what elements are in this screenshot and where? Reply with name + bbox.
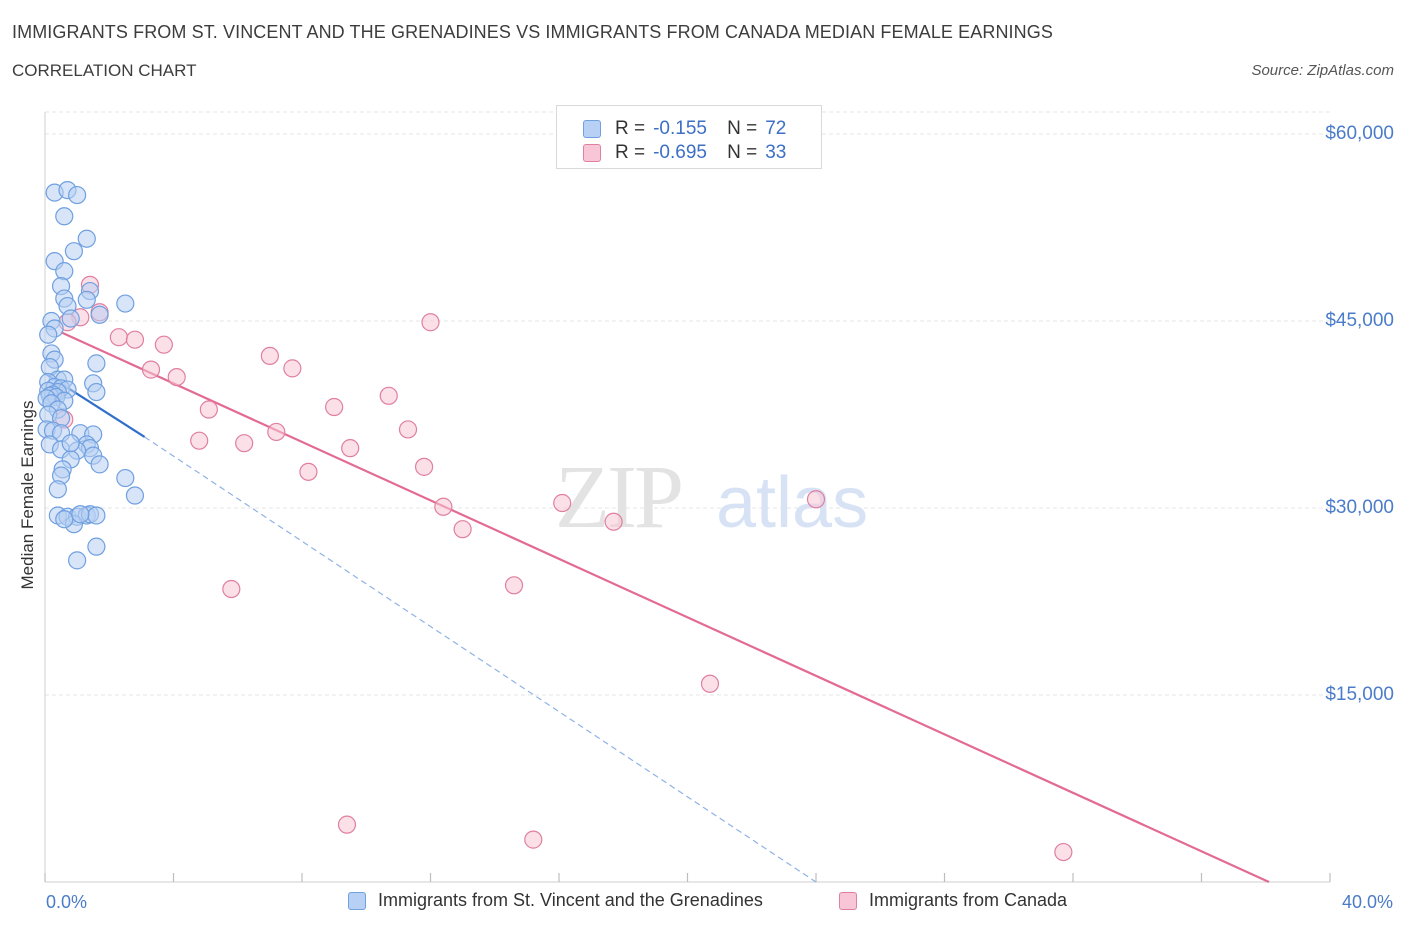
chart-subtitle: CORRELATION CHART xyxy=(12,61,197,80)
legend-n-value: 33 xyxy=(765,142,787,163)
point-canada xyxy=(283,359,302,378)
point-vincent xyxy=(68,551,87,570)
legend-r-label: R = xyxy=(615,118,646,139)
point-canada xyxy=(167,368,186,387)
point-vincent xyxy=(55,262,74,281)
point-canada xyxy=(434,497,453,516)
point-canada xyxy=(700,674,720,693)
legend-n-value: 72 xyxy=(765,118,787,139)
point-vincent xyxy=(87,506,106,525)
point-canada xyxy=(325,397,344,417)
point-canada xyxy=(109,328,128,347)
point-canada xyxy=(421,313,440,332)
point-vincent xyxy=(55,510,74,529)
point-canada xyxy=(235,434,254,453)
watermark: ZIP atlas xyxy=(555,448,868,547)
y-tick-label: $30,000 xyxy=(1325,497,1394,518)
legend-row-canada: R = -0.695 N = 33 xyxy=(583,141,786,165)
series-legend-vincent: Immigrants from St. Vincent and the Gren… xyxy=(348,890,763,911)
legend-row-vincent: R = -0.155 N = 72 xyxy=(583,117,786,141)
trend-lines xyxy=(44,331,1270,884)
point-vincent xyxy=(55,207,74,226)
point-vincent xyxy=(87,354,106,373)
point-vincent xyxy=(90,305,109,324)
chart-title: IMMIGRANTS FROM ST. VINCENT AND THE GREN… xyxy=(12,22,1053,42)
series-legend-canada: Immigrants from Canada xyxy=(839,890,1067,911)
point-vincent xyxy=(64,242,84,261)
point-vincent xyxy=(87,537,106,556)
watermark-zip: ZIP xyxy=(555,448,681,547)
point-canada xyxy=(524,830,543,849)
point-vincent xyxy=(77,229,96,248)
point-canada xyxy=(341,439,360,458)
point-vincent xyxy=(71,505,90,524)
point-canada xyxy=(222,579,241,599)
point-vincent xyxy=(68,185,87,205)
series-legend-label: Immigrants from Canada xyxy=(869,890,1068,910)
trend-extension-vincent xyxy=(144,436,817,883)
x-tick-label-max: 40.0% xyxy=(1341,892,1393,912)
legend-n-label: N = xyxy=(727,142,758,163)
point-vincent xyxy=(61,309,80,328)
correlation-legend: R = -0.155 N = 72 R = -0.695 N = 33 xyxy=(556,105,822,169)
point-canada xyxy=(199,400,218,419)
point-canada xyxy=(267,422,286,442)
point-vincent xyxy=(39,325,58,344)
series-swatch-blue xyxy=(348,891,366,910)
point-canada xyxy=(806,490,826,509)
point-vincent xyxy=(116,468,135,488)
point-canada xyxy=(1054,842,1073,862)
point-vincent xyxy=(61,434,80,453)
point-canada xyxy=(414,457,434,476)
x-tick-label-min: 0.0% xyxy=(46,892,88,912)
point-canada xyxy=(553,493,572,513)
legend-swatch-blue xyxy=(583,120,601,138)
point-canada xyxy=(154,335,173,354)
data-points xyxy=(37,181,1073,862)
point-vincent xyxy=(90,455,109,474)
y-tick-label: $15,000 xyxy=(1325,684,1394,705)
point-canada xyxy=(337,815,357,834)
point-vincent xyxy=(125,486,145,505)
point-canada xyxy=(379,386,398,405)
series-swatch-pink xyxy=(839,891,857,910)
legend-swatch-pink xyxy=(583,144,601,162)
point-canada xyxy=(453,520,472,539)
y-axis-label: Median Female Earnings xyxy=(18,400,37,590)
legend-r-label: R = xyxy=(615,142,646,163)
point-vincent xyxy=(116,294,135,313)
point-vincent xyxy=(87,382,106,402)
axes xyxy=(44,112,1331,883)
legend-n-label: N = xyxy=(727,118,758,139)
grid-lines xyxy=(45,111,1330,696)
legend-r-value: -0.695 xyxy=(653,142,707,163)
point-canada xyxy=(504,576,524,595)
y-tick-label: $60,000 xyxy=(1325,123,1394,144)
watermark-atlas: atlas xyxy=(716,463,868,543)
trend-line-canada xyxy=(60,331,1270,884)
point-canada xyxy=(260,346,279,366)
point-canada xyxy=(604,512,623,531)
point-canada xyxy=(299,462,318,481)
series-legend-label: Immigrants from St. Vincent and the Gren… xyxy=(378,890,763,910)
point-vincent xyxy=(77,290,96,309)
y-tick-label: $45,000 xyxy=(1325,310,1394,331)
legend-r-value: -0.155 xyxy=(653,118,707,139)
point-canada xyxy=(190,431,209,450)
point-canada xyxy=(125,330,145,349)
point-canada xyxy=(141,360,161,379)
point-vincent xyxy=(48,480,67,499)
source-label: Source: ZipAtlas.com xyxy=(1251,62,1394,79)
point-canada xyxy=(398,420,418,439)
